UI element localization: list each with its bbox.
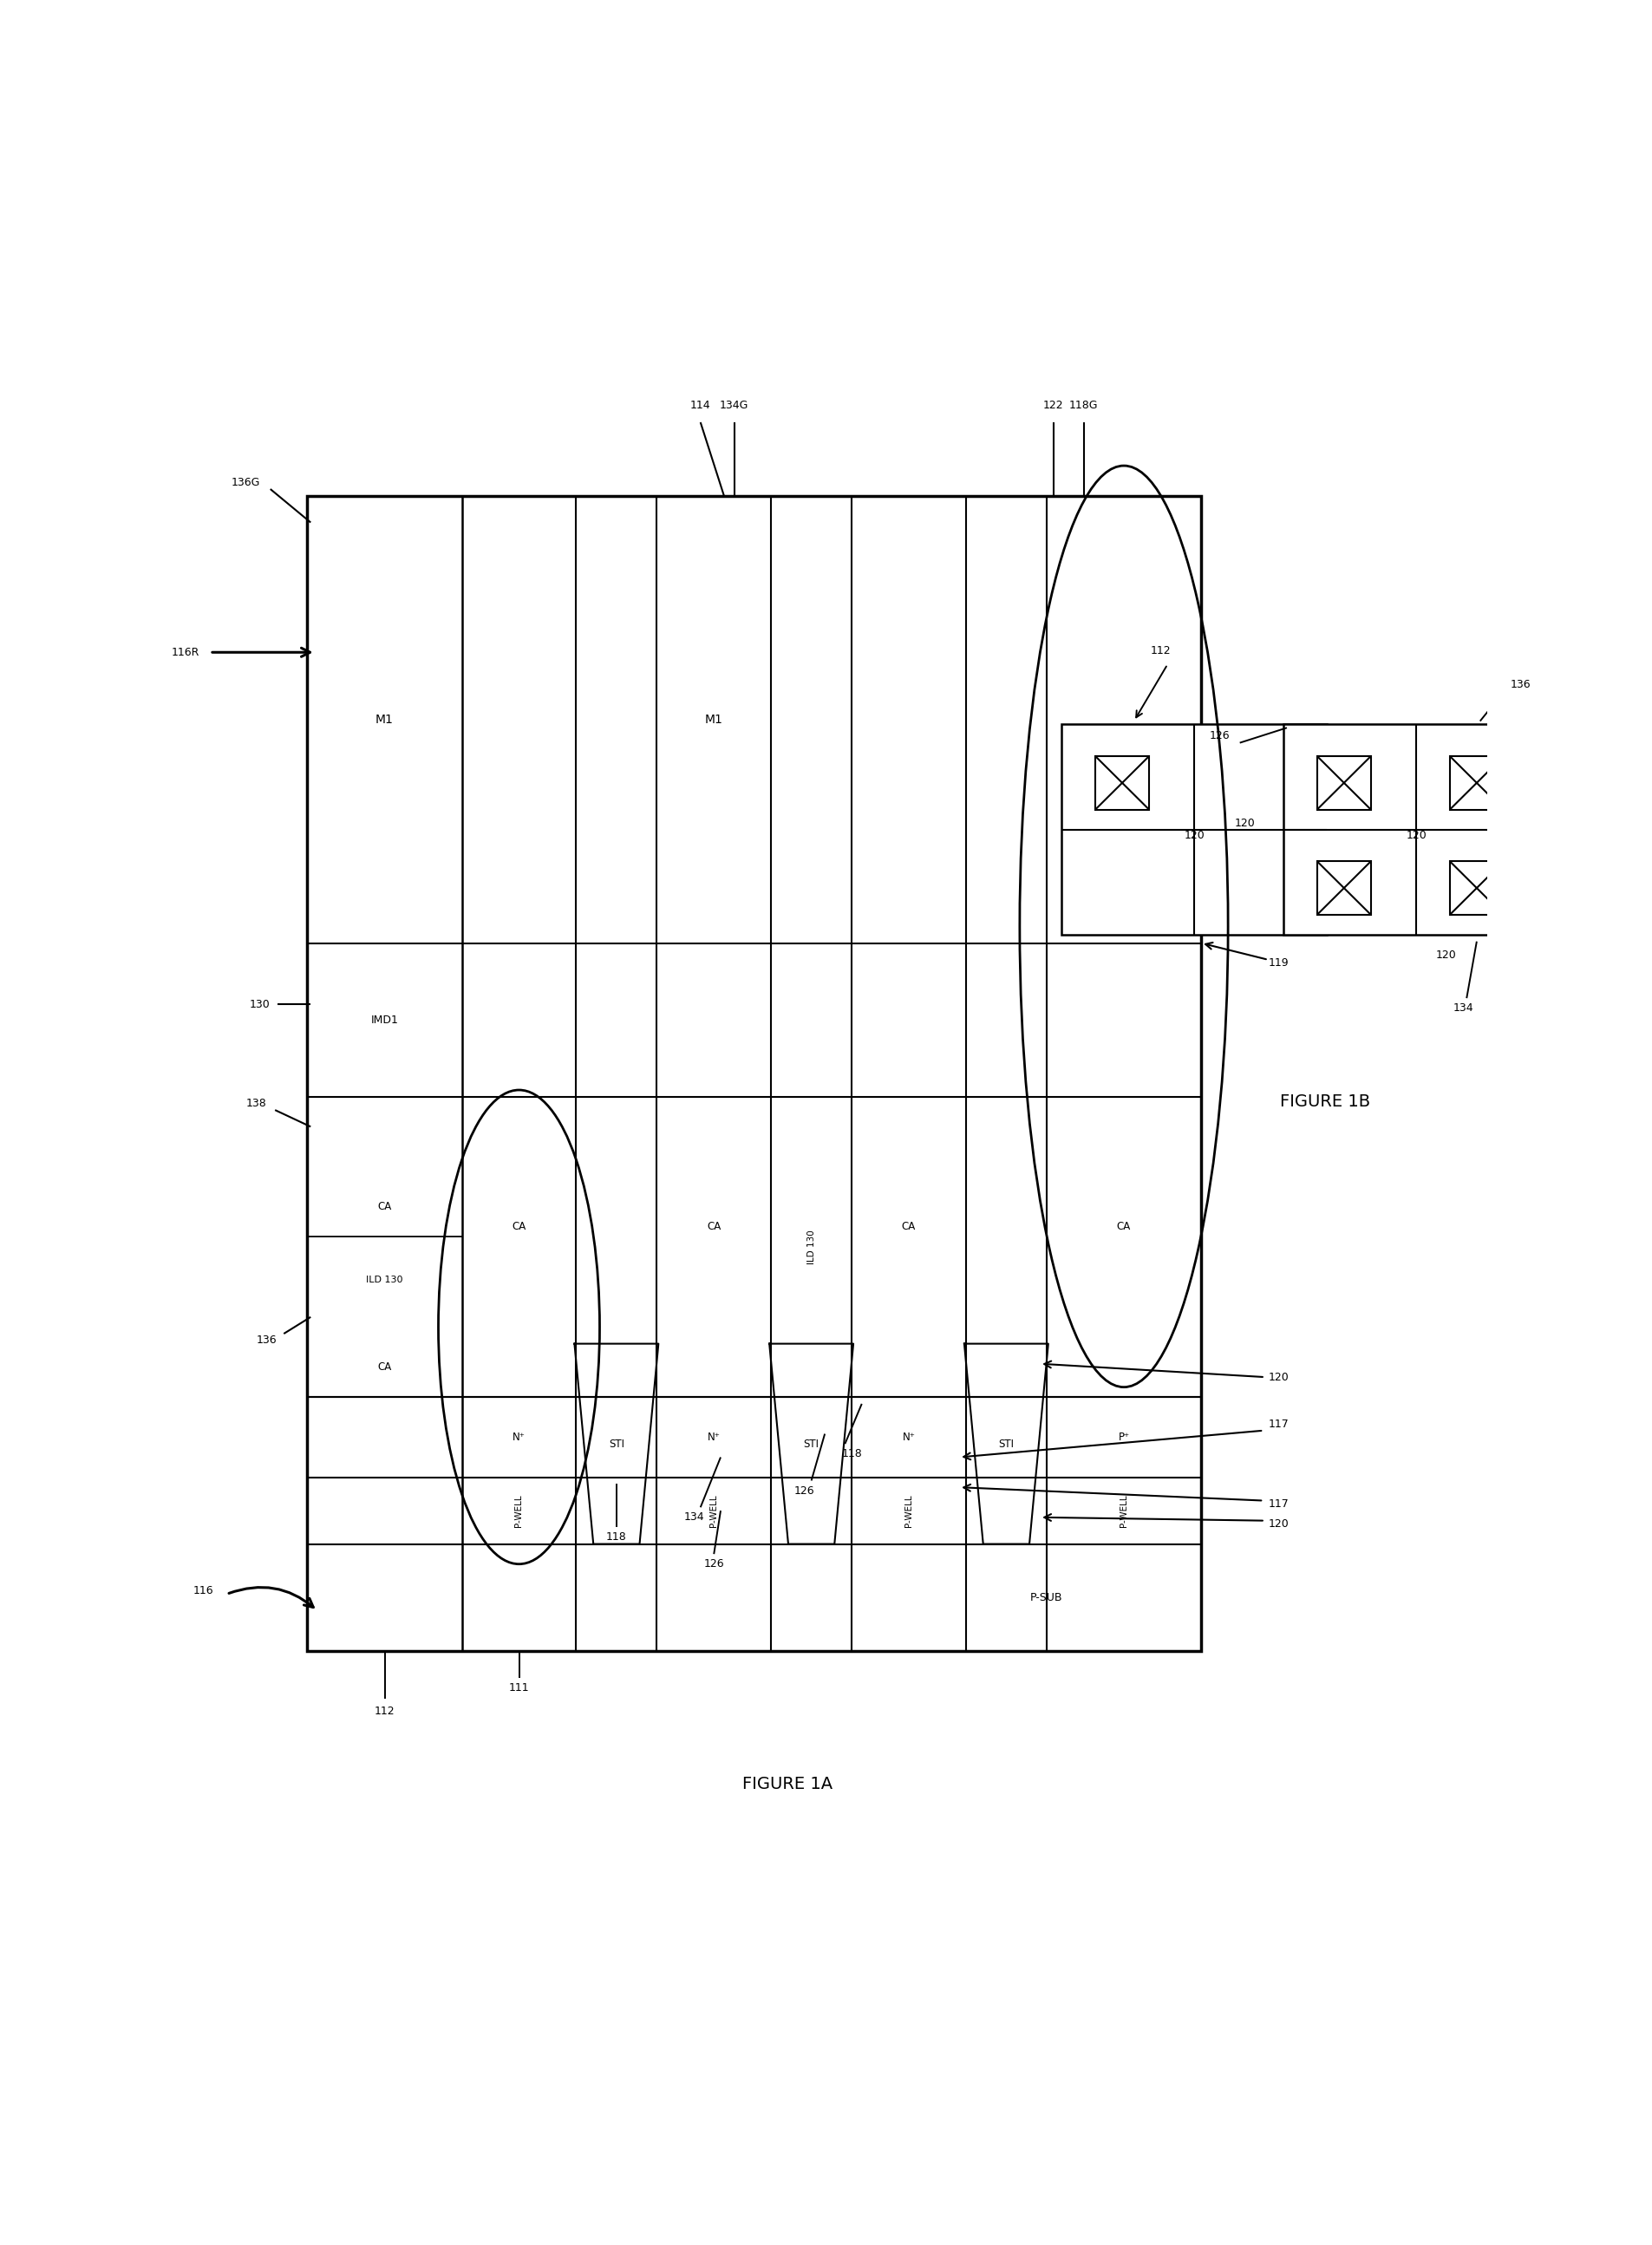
Bar: [1095, 757, 1150, 810]
Text: N⁺: N⁺: [902, 1432, 915, 1444]
Text: 118G: 118G: [1069, 400, 1099, 411]
Text: 112: 112: [375, 1706, 395, 1717]
Text: 134G: 134G: [720, 400, 748, 411]
Text: ILD 130: ILD 130: [808, 1230, 816, 1264]
Text: M1: M1: [705, 714, 724, 725]
Text: 134: 134: [684, 1511, 704, 1522]
Text: 120: 120: [1436, 950, 1457, 961]
Text: 111: 111: [509, 1682, 529, 1693]
Text: 116R: 116R: [172, 647, 200, 658]
Text: 118: 118: [606, 1531, 626, 1542]
Text: 119: 119: [1269, 959, 1289, 970]
Text: 126: 126: [704, 1558, 724, 1569]
Text: 120: 120: [1184, 831, 1204, 842]
Text: 126: 126: [1209, 730, 1229, 741]
Text: 112: 112: [1150, 644, 1171, 656]
Text: 134: 134: [1454, 1004, 1474, 1015]
Text: CA: CA: [378, 1201, 392, 1212]
Bar: [307, 496, 1201, 1650]
Text: P⁺: P⁺: [1118, 1432, 1130, 1444]
Text: 117: 117: [1269, 1497, 1289, 1509]
Text: P-WELL: P-WELL: [515, 1495, 524, 1527]
Text: IMD1: IMD1: [370, 1015, 398, 1026]
Bar: [1317, 862, 1371, 914]
Text: CA: CA: [707, 1221, 720, 1233]
Text: N⁺: N⁺: [707, 1432, 720, 1444]
Text: 120: 120: [1406, 831, 1427, 842]
Text: 116: 116: [193, 1585, 213, 1596]
Text: M1: M1: [375, 714, 393, 725]
Text: CA: CA: [902, 1221, 915, 1233]
Text: 136: 136: [256, 1336, 278, 1347]
Text: 118: 118: [841, 1448, 862, 1459]
Text: STI: STI: [998, 1439, 1014, 1450]
Text: 117: 117: [1269, 1419, 1289, 1430]
Bar: [1062, 725, 1327, 934]
Text: FIGURE 1A: FIGURE 1A: [743, 1776, 833, 1792]
Text: 120: 120: [1269, 1518, 1289, 1529]
Text: 138: 138: [246, 1098, 268, 1109]
Text: 136: 136: [1510, 678, 1531, 689]
Text: 122: 122: [1042, 400, 1064, 411]
Text: CA: CA: [378, 1360, 392, 1372]
Text: STI: STI: [608, 1439, 624, 1450]
Text: P-WELL: P-WELL: [905, 1495, 914, 1527]
Text: P-SUB: P-SUB: [1031, 1592, 1062, 1603]
Bar: [1317, 757, 1371, 810]
Text: 126: 126: [795, 1484, 814, 1495]
Polygon shape: [965, 1345, 1049, 1545]
Text: 114: 114: [691, 400, 710, 411]
Text: ILD 130: ILD 130: [367, 1275, 403, 1284]
Bar: [1284, 725, 1550, 934]
Text: N⁺: N⁺: [512, 1432, 525, 1444]
Bar: [1450, 757, 1503, 810]
Polygon shape: [770, 1345, 854, 1545]
Polygon shape: [575, 1345, 659, 1545]
Text: FIGURE 1B: FIGURE 1B: [1280, 1093, 1371, 1109]
Text: CA: CA: [1117, 1221, 1132, 1233]
Text: 120: 120: [1269, 1372, 1289, 1383]
Bar: [1450, 862, 1503, 914]
Text: 136G: 136G: [231, 476, 261, 487]
Text: 130: 130: [249, 999, 271, 1010]
Text: CA: CA: [512, 1221, 525, 1233]
Text: P-WELL: P-WELL: [710, 1495, 719, 1527]
Text: P-WELL: P-WELL: [1120, 1495, 1128, 1527]
Text: 120: 120: [1234, 817, 1256, 828]
Text: STI: STI: [803, 1439, 819, 1450]
